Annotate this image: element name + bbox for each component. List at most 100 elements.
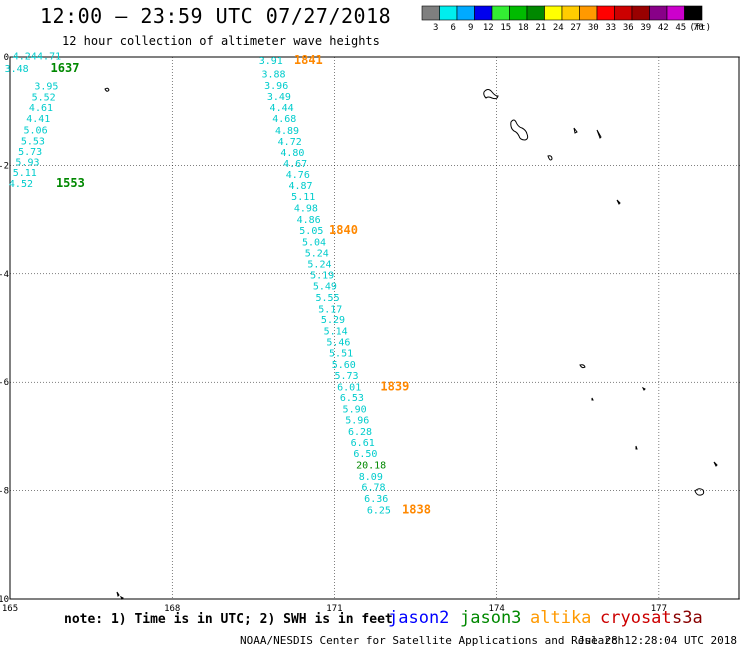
pass-time-label: 1841 bbox=[294, 53, 323, 67]
pass-time-label: 1553 bbox=[56, 176, 85, 190]
island-outline bbox=[635, 445, 638, 450]
swh-value-label: 5.19 bbox=[310, 271, 334, 282]
swh-value-label: 6.50 bbox=[353, 449, 377, 460]
lat-tick-label: -8 bbox=[0, 487, 9, 497]
swh-value-label: 20.18 bbox=[356, 460, 386, 471]
altimeter-tracks: 4.24 4.713.483.955.524.614.415.065.535.73… bbox=[5, 52, 431, 517]
swh-value-label: 5.46 bbox=[326, 337, 350, 348]
swh-value-label: 5.11 bbox=[291, 192, 315, 203]
swh-value-label: 5.55 bbox=[316, 293, 340, 304]
island-outline bbox=[483, 89, 499, 100]
swh-value-label: 8.09 bbox=[359, 472, 383, 483]
swh-value-label: 5.73 bbox=[18, 147, 42, 158]
colorbar-unit: (ft) bbox=[689, 23, 711, 33]
colorbar-label: 27 bbox=[570, 23, 581, 33]
colorbar-swatch bbox=[684, 5, 703, 21]
island-outline bbox=[713, 461, 718, 467]
island-outline bbox=[579, 364, 586, 369]
swh-value-label: 3.96 bbox=[264, 81, 288, 92]
island-outline bbox=[596, 129, 602, 139]
legend-jason2: jason2 bbox=[388, 608, 450, 628]
lat-lon-grid: 165 168 171 174 177 0 -2 -4 -6 -8 -10 bbox=[0, 53, 740, 614]
island-outline bbox=[116, 591, 124, 600]
swh-value-label: 5.51 bbox=[329, 349, 353, 360]
swh-value-label: 5.24 bbox=[307, 259, 331, 270]
colorbar-label: 24 bbox=[553, 23, 564, 33]
color-scale-legend: 3 6 9 12 15 18 21 24 27 30 33 36 39 42 45 70(ft) bbox=[421, 5, 711, 33]
swh-value-label: 6.28 bbox=[348, 427, 372, 438]
colorbar-label: 21 bbox=[535, 23, 546, 33]
colorbar-label: 70 bbox=[693, 23, 704, 33]
swh-value-label: 6.78 bbox=[361, 483, 385, 494]
pass-time-label: 1637 bbox=[51, 61, 80, 75]
swh-value-label: 5.49 bbox=[313, 282, 337, 293]
swh-value-label: 5.11 bbox=[13, 168, 37, 179]
swh-value-label: 4.41 bbox=[26, 114, 50, 125]
colorbar-label: 15 bbox=[500, 23, 511, 33]
swh-value-label: 4.61 bbox=[29, 103, 53, 114]
generated-timestamp: Jul 28 12:28:04 UTC 2018 bbox=[578, 634, 737, 647]
swh-value-label: 3.49 bbox=[267, 92, 291, 103]
island-outline bbox=[573, 127, 578, 134]
pass-time-label: 1840 bbox=[329, 223, 358, 237]
swh-value-label: 5.73 bbox=[334, 371, 358, 382]
island-outline bbox=[616, 199, 621, 205]
pass-time-label: 1839 bbox=[380, 379, 409, 393]
lat-tick-label: -4 bbox=[0, 270, 9, 280]
swh-value-label: 4.68 bbox=[272, 114, 296, 125]
legend-cryosat: cryosat bbox=[600, 608, 672, 628]
map-subtitle: 12 hour collection of altimeter wave hei… bbox=[62, 34, 380, 48]
lat-tick-label: -6 bbox=[0, 378, 9, 388]
legend-s3a: s3a bbox=[672, 608, 703, 628]
island-outline bbox=[104, 87, 110, 92]
island-outline bbox=[694, 488, 705, 496]
swh-value-label: 4.71 bbox=[37, 52, 61, 63]
map-title: 12:00 – 23:59 UTC 07/27/2018 bbox=[40, 4, 392, 28]
lon-tick-label: 165 bbox=[2, 604, 18, 614]
colorbar-label: 39 bbox=[640, 23, 651, 33]
swh-value-label: 6.01 bbox=[337, 382, 361, 393]
swh-value-label: 4.87 bbox=[288, 181, 312, 192]
swh-value-label: 6.61 bbox=[351, 438, 375, 449]
island-outline bbox=[547, 155, 553, 161]
swh-value-label: 5.24 bbox=[305, 248, 329, 259]
swh-value-label: 3.48 bbox=[5, 64, 29, 75]
island-outline bbox=[510, 119, 529, 141]
swh-value-label: 5.53 bbox=[21, 136, 45, 147]
island-outlines bbox=[104, 87, 718, 600]
swh-value-label: 6.25 bbox=[367, 505, 391, 516]
colorbar-label: 33 bbox=[605, 23, 616, 33]
swh-value-label: 5.90 bbox=[343, 405, 367, 416]
colorbar-label: 6 bbox=[451, 23, 456, 33]
colorbar-label: 18 bbox=[518, 23, 529, 33]
swh-value-label: 4.86 bbox=[297, 215, 321, 226]
units-note: note: 1) Time is in UTC; 2) SWH is in fe… bbox=[64, 612, 393, 627]
swh-value-label: 5.05 bbox=[299, 226, 323, 237]
colorbar-label: 30 bbox=[588, 23, 599, 33]
swh-value-label: 3.91 bbox=[259, 56, 283, 67]
swh-value-label: 5.96 bbox=[345, 415, 369, 426]
swh-value-label: 5.17 bbox=[318, 304, 342, 315]
swh-value-label: 5.04 bbox=[302, 238, 326, 249]
lat-tick-label: -2 bbox=[0, 161, 9, 171]
swh-value-label: 6.36 bbox=[364, 494, 388, 505]
colorbar-label: 45 bbox=[675, 23, 686, 33]
swh-value-label: 4.76 bbox=[286, 170, 310, 181]
swh-value-label: 5.14 bbox=[324, 327, 348, 338]
island-outline bbox=[591, 397, 594, 401]
legend-altika: altika bbox=[530, 608, 592, 628]
lon-tick-label: 177 bbox=[651, 604, 667, 614]
pass-time-label: 1838 bbox=[402, 502, 431, 516]
colorbar-label: 12 bbox=[483, 23, 494, 33]
swh-value-label: 4.80 bbox=[280, 148, 304, 159]
colorbar-label: 36 bbox=[623, 23, 634, 33]
lon-tick-label: 171 bbox=[326, 604, 342, 614]
swh-value-label: 4.72 bbox=[278, 137, 302, 148]
legend-jason3: jason3 bbox=[460, 608, 522, 628]
swh-value-label: 5.06 bbox=[24, 125, 48, 136]
swh-value-label: 6.53 bbox=[340, 393, 364, 404]
colorbar-label: 3 bbox=[433, 23, 438, 33]
swh-value-label: 4.98 bbox=[294, 203, 318, 214]
colorbar-label: 42 bbox=[658, 23, 669, 33]
